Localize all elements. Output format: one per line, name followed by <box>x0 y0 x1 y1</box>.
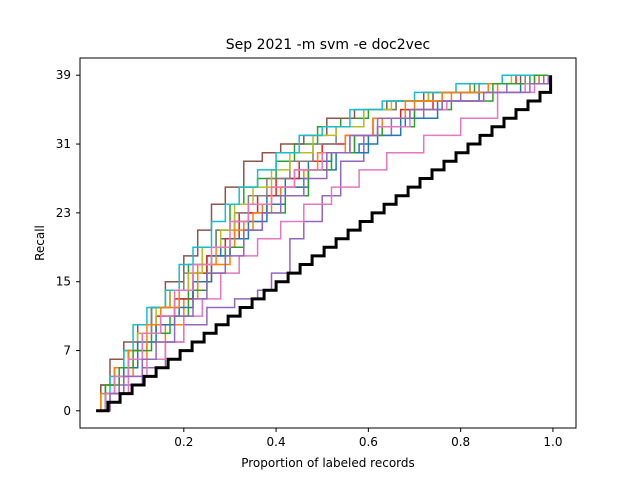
series-line-6 <box>96 74 549 412</box>
y-tick-label: 15 <box>56 275 71 289</box>
series-line-14 <box>96 75 550 412</box>
x-axis-label: Proportion of labeled records <box>241 456 415 470</box>
x-axis-ticks: 0.2 0.4 0.6 0.8 1.0 <box>174 428 562 449</box>
series-line-7 <box>96 74 549 412</box>
series-line-11 <box>96 75 550 412</box>
series-line-9 <box>96 74 549 412</box>
y-axis-label: Recall <box>33 225 47 261</box>
y-tick-label: 7 <box>63 344 71 358</box>
series-line-1 <box>96 74 549 412</box>
series-line-4 <box>96 74 549 412</box>
plot-series-group <box>96 74 553 413</box>
series-line-8 <box>96 74 549 412</box>
series-line-10 <box>96 74 549 412</box>
y-tick-label: 23 <box>56 206 71 220</box>
series-line-2 <box>96 74 549 412</box>
y-tick-label: 39 <box>56 68 71 82</box>
x-tick-label: 0.2 <box>174 435 193 449</box>
x-tick-label: 1.0 <box>543 435 562 449</box>
x-tick-label: 0.6 <box>359 435 378 449</box>
axes-frame <box>79 57 577 429</box>
y-axis-ticks: 0 7 15 23 31 39 <box>56 68 80 418</box>
x-tick-label: 0.4 <box>267 435 286 449</box>
y-tick-label: 31 <box>56 137 71 151</box>
series-line-5 <box>96 74 549 412</box>
x-tick-label: 0.8 <box>451 435 470 449</box>
series-line-15 <box>96 75 550 412</box>
series-line-3 <box>96 74 549 412</box>
y-tick-label: 0 <box>63 404 71 418</box>
series-line-13 <box>96 74 549 412</box>
series-line-12 <box>96 74 549 412</box>
series-line-baseline <box>96 75 553 413</box>
chart-title: Sep 2021 -m svm -e doc2vec <box>226 37 431 53</box>
